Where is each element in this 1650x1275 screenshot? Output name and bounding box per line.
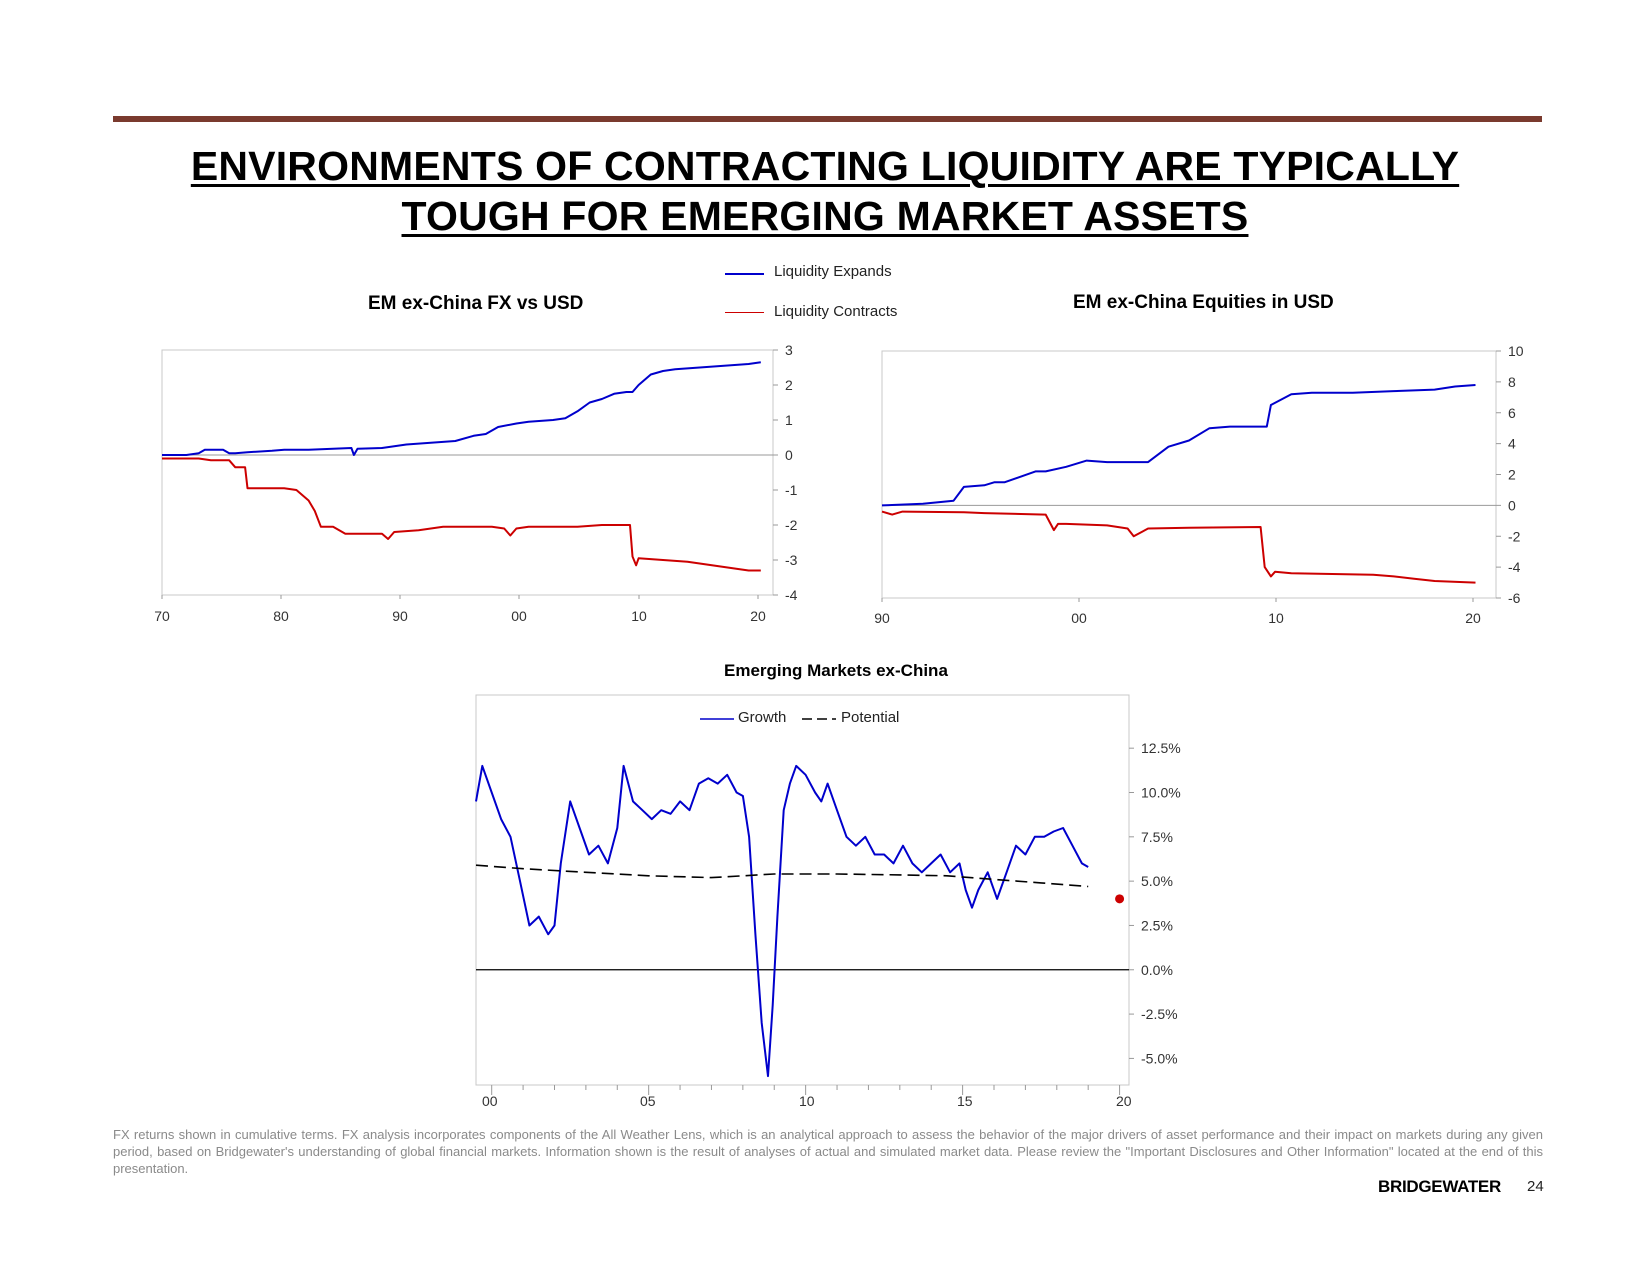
chart1-title: EM ex-China FX vs USD xyxy=(368,293,584,314)
chart3-y-tick-label: 12.5% xyxy=(1141,740,1181,756)
legend-expands-swatch xyxy=(725,273,764,275)
chart2-y-tick-label: 10 xyxy=(1508,343,1524,359)
chart1-x-tick-label: 90 xyxy=(392,608,408,624)
chart2-y-tick-label: -6 xyxy=(1508,590,1521,606)
chart2-y-tick-label: 6 xyxy=(1508,405,1516,421)
chart1-frame xyxy=(161,349,774,596)
header-rule xyxy=(113,116,1542,122)
chart1-y-tick-label: -1 xyxy=(785,482,798,498)
chart2-y-tick-label: -2 xyxy=(1508,528,1521,544)
chart2-y-tick-label: 2 xyxy=(1508,467,1516,483)
chart3-y-tick-label: 0.0% xyxy=(1141,962,1173,978)
chart2-x-tick-label: 00 xyxy=(1071,610,1087,626)
chart1-y-tick-label: 3 xyxy=(785,342,793,358)
chart3-legend-growth-label: Growth xyxy=(738,709,787,726)
chart1-x-tick-label: 00 xyxy=(511,608,527,624)
chart3-series-point-marker xyxy=(1115,894,1125,904)
chart1-series-liquidity-contracts-line xyxy=(162,457,761,572)
chart3-x-tick-label: 00 xyxy=(482,1093,498,1109)
chart1-y-tick-label: -3 xyxy=(785,552,798,568)
chart3-y-tick-label: 7.5% xyxy=(1141,829,1173,845)
chart3-x-tick-label: 20 xyxy=(1116,1093,1132,1109)
chart3-title: Emerging Markets ex-China xyxy=(724,661,948,680)
chart2-x-tick-label: 90 xyxy=(874,610,890,626)
chart2-x-tick-label: 10 xyxy=(1268,610,1284,626)
chart2-y-tick-label: 8 xyxy=(1508,374,1516,390)
chart2-y-tick-label: 0 xyxy=(1508,497,1516,513)
chart1-x-tick-label: 10 xyxy=(631,608,647,624)
legend-expands-label: Liquidity Expands xyxy=(774,263,892,280)
chart2-x-tick-label: 20 xyxy=(1465,610,1481,626)
legend-contracts-swatch xyxy=(725,312,764,313)
chart3-y-tick-label: 10.0% xyxy=(1141,785,1181,801)
page-number: 24 xyxy=(1527,1178,1544,1195)
chart3-x-tick-label: 10 xyxy=(799,1093,815,1109)
chart1-x-tick-label: 80 xyxy=(273,608,289,624)
chart3-series-potential-line xyxy=(475,864,1089,888)
chart3-x-tick-label: 05 xyxy=(640,1093,656,1109)
chart1-x-tick-label: 20 xyxy=(750,608,766,624)
legend-contracts-label: Liquidity Contracts xyxy=(774,303,898,320)
chart1-y-tick-label: 2 xyxy=(785,377,793,393)
chart3-series-growth-line xyxy=(475,764,1089,1078)
chart2-series-liquidity-contracts-line xyxy=(881,510,1476,584)
page-title-line-1: ENVIRONMENTS OF CONTRACTING LIQUIDITY AR… xyxy=(190,143,1460,189)
chart3-y-tick-label: -2.5% xyxy=(1141,1006,1178,1022)
chart2-y-tick-label: 4 xyxy=(1508,436,1516,452)
chart1-y-tick-label: -4 xyxy=(785,587,798,603)
chart2-y-tick-label: -4 xyxy=(1508,559,1521,575)
brand-logo: BRIDGEWATER xyxy=(1378,1177,1501,1196)
footnote: FX returns shown in cumulative terms. FX… xyxy=(113,1127,1543,1176)
chart1-y-tick-label: -2 xyxy=(785,517,798,533)
chart2-frame xyxy=(881,350,1497,599)
page-title-line-2: TOUGH FOR EMERGING MARKET ASSETS xyxy=(401,193,1249,239)
chart2-series-liquidity-expands-line xyxy=(881,384,1476,507)
chart3-y-tick-label: 5.0% xyxy=(1141,873,1173,889)
chart1-series-liquidity-expands-line xyxy=(162,361,761,456)
chart3-frame xyxy=(475,694,1130,1086)
chart1-y-tick-label: 1 xyxy=(785,412,793,428)
chart3-legend-potential-label: Potential xyxy=(841,709,900,726)
chart1-y-tick-label: 0 xyxy=(785,447,793,463)
chart3-y-tick-label: -5.0% xyxy=(1141,1050,1178,1066)
chart2-title: EM ex-China Equities in USD xyxy=(1073,292,1334,313)
chart3-x-tick-label: 15 xyxy=(957,1093,973,1109)
chart3-y-tick-label: 2.5% xyxy=(1141,917,1173,933)
chart1-x-tick-label: 70 xyxy=(154,608,170,624)
